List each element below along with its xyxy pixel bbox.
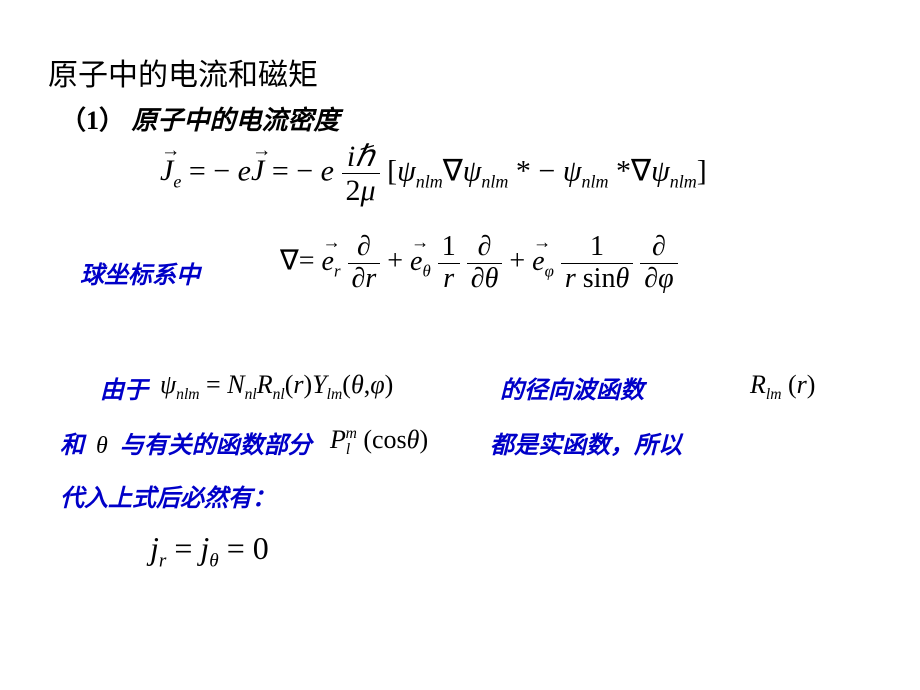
text-realfunc: 都是实函数，所以 — [490, 425, 682, 460]
equation-radial-R: Rlm (r) — [750, 370, 815, 404]
text-radial-wavefunc: 的径向波函数 — [500, 370, 644, 405]
text-since: 由于 — [100, 378, 148, 404]
section-subtitle: （1） 原子中的电流密度 — [60, 100, 340, 137]
text-and-line: 和 θ 与有关的函数部分 — [60, 425, 312, 460]
text-funcpart: 与有关的函数部分 — [120, 433, 312, 459]
equation-current-density: Je = − eJ = − e iℏ 2μ [ψnlm∇ψnlm * − ψnl… — [160, 140, 707, 207]
text-substitute-line: 代入上式后必然有： — [60, 478, 276, 513]
subtitle-number: （1） — [60, 106, 125, 135]
subtitle-text: 原子中的电流密度 — [132, 106, 340, 135]
equation-wavefunction: ψnlm = NnlRnl(r)Ylm(θ,φ) — [160, 370, 393, 404]
text-and: 和 — [60, 433, 84, 459]
text-since-line: 由于 — [100, 370, 148, 405]
equation-result-zero: jr = jθ = 0 — [150, 530, 269, 572]
label-spherical-coords: 球坐标系中 — [80, 255, 200, 290]
equation-nabla-spherical: ∇= er ∂ ∂r + eθ 1 r ∂ ∂θ + eφ 1 r sinθ ∂… — [280, 232, 678, 295]
page-title: 原子中的电流和磁矩 — [48, 50, 318, 94]
equation-legendre-P: Plm (cosθ) — [330, 425, 428, 459]
